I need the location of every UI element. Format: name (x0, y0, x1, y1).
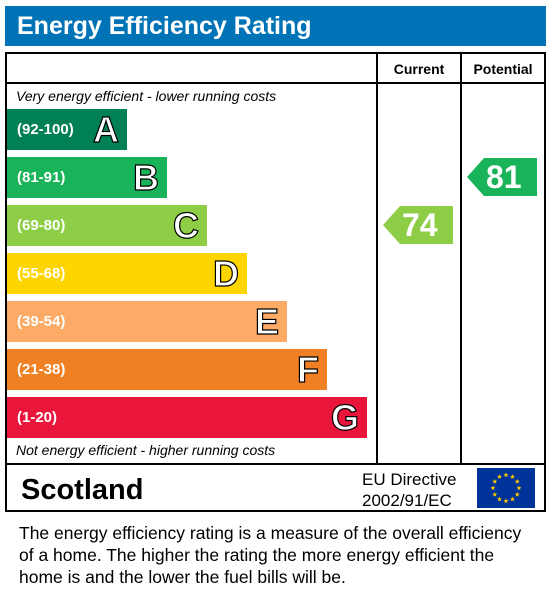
band-range-label: (39-54) (17, 313, 66, 330)
band-range-label: (69-80) (17, 217, 66, 234)
column-divider-potential (460, 54, 462, 464)
potential-rating-value: 81 (486, 159, 522, 195)
eu-star-icon (514, 491, 520, 497)
note-bottom: Not energy efficient - higher running co… (16, 442, 276, 458)
eu-star-icon (492, 478, 498, 484)
band-g: (1-20) G (7, 396, 367, 439)
eu-star-icon (503, 472, 509, 478)
eu-star-icon (490, 485, 496, 491)
eu-star-icon (503, 498, 509, 504)
header-divider (7, 82, 544, 84)
eu-flag-icon (477, 468, 535, 508)
eu-flag-stars (490, 472, 522, 504)
band-letter-label: F (296, 348, 319, 390)
page-title: Energy Efficiency Rating (5, 6, 546, 46)
band-letter-label: D (212, 252, 239, 294)
band-e: (39-54) E (7, 300, 287, 343)
potential-arrow-shape (467, 158, 537, 196)
band-range-label: (92-100) (17, 121, 74, 138)
potential-rating-arrow: 81 (467, 158, 537, 196)
eu-star-icon (516, 485, 522, 491)
eu-star-icon (497, 474, 502, 479)
band-letter-label: A (92, 108, 119, 150)
column-header-potential: Potential (473, 61, 533, 77)
band-d: (55-68) D (7, 252, 247, 295)
band-letter-label: B (132, 156, 159, 198)
note-top: Very energy efficient - lower running co… (16, 88, 277, 104)
eu-star-icon (492, 491, 498, 497)
eu-directive: EU Directive 2002/91/EC (362, 469, 456, 511)
band-a: (92-100) A (7, 108, 127, 151)
country-label: Scotland (21, 474, 144, 506)
band-range-label: (55-68) (17, 265, 66, 282)
band-letter-label: E (254, 300, 279, 342)
eu-directive-line1: EU Directive (362, 470, 457, 489)
current-rating-arrow: 74 (383, 206, 453, 244)
band-letter-label: C (172, 204, 199, 246)
column-divider-current (376, 54, 378, 464)
eu-star-icon (514, 478, 520, 484)
column-header-current: Current (393, 61, 445, 77)
footer-divider (7, 463, 544, 465)
current-arrow-shape (383, 206, 453, 244)
eu-star-icon (510, 474, 515, 479)
band-range-label: (21-38) (17, 361, 66, 378)
band-range-label: (1-20) (17, 409, 58, 426)
band-b: (81-91) B (7, 156, 167, 199)
band-c: (69-80) C (7, 204, 207, 247)
band-letter-label: G (330, 396, 359, 438)
eu-directive-line2: 2002/91/EC (362, 491, 452, 510)
band-f: (21-38) F (7, 348, 327, 391)
eu-star-icon (510, 496, 515, 502)
band-range-label: (81-91) (17, 169, 66, 186)
eu-star-icon (497, 496, 502, 502)
current-rating-value: 74 (402, 207, 438, 243)
footer-description: The energy efficiency rating is a measur… (19, 523, 522, 587)
rating-chart: Current Potential Very energy efficient … (5, 52, 546, 512)
